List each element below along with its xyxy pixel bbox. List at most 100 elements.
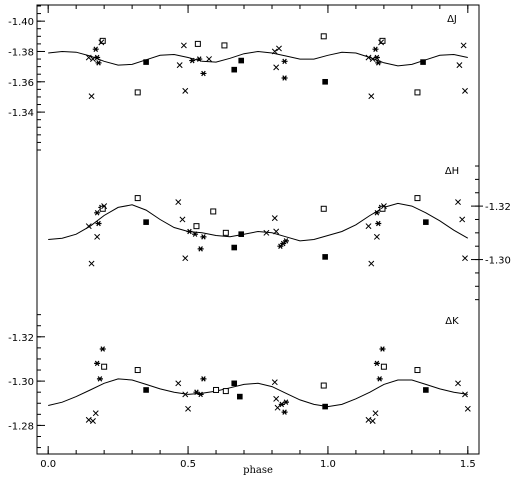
data-point-open-square	[320, 205, 327, 212]
data-point-cross	[462, 87, 468, 94]
data-point-star	[281, 409, 288, 415]
data-point-cross	[176, 62, 183, 69]
y-tick-label: -1.34	[8, 108, 34, 119]
data-point-star	[281, 58, 288, 65]
y-tick-label: -1.30	[485, 256, 511, 267]
data-point-cross	[88, 260, 95, 267]
data-point-star	[200, 234, 207, 240]
data-point-star	[373, 210, 380, 216]
data-point-open-square	[134, 195, 141, 202]
data-point-star	[375, 60, 382, 66]
y-tick-label: -1.28	[8, 421, 34, 432]
data-point-cross	[263, 229, 270, 236]
data-point-star	[372, 46, 379, 52]
data-point-filled-square	[231, 380, 238, 387]
data-point-star	[189, 57, 196, 64]
x-axis-label: phase	[243, 465, 273, 476]
data-point-filled-square	[238, 57, 245, 64]
data-point-star	[197, 246, 204, 252]
data-point-open-square	[414, 89, 421, 96]
data-point-star	[200, 70, 207, 77]
data-point-filled-square	[143, 219, 149, 225]
data-point-cross	[365, 416, 372, 423]
data-point-star	[373, 360, 380, 367]
data-point-star	[99, 346, 106, 352]
data-point-cross	[85, 54, 92, 61]
data-point-cross	[185, 405, 192, 412]
y-tick-label: -1.38	[8, 47, 34, 58]
panel-label: ΔH	[445, 166, 459, 177]
data-point-cross	[368, 93, 375, 100]
y-tick-label: -1.32	[8, 333, 34, 344]
data-point-filled-square	[423, 387, 429, 393]
data-point-cross	[271, 48, 278, 55]
data-point-open-square	[379, 205, 386, 212]
y-tick-label: -1.36	[8, 78, 34, 89]
data-point-cross	[179, 216, 186, 223]
data-point-open-square	[222, 388, 229, 395]
data-point-open-square	[320, 33, 327, 40]
data-point-star	[192, 231, 199, 237]
data-point-cross	[368, 260, 375, 267]
data-point-cross	[206, 56, 212, 63]
model-curve	[48, 50, 468, 67]
data-point-filled-square	[322, 403, 328, 410]
data-point-open-square	[210, 208, 217, 215]
data-point-cross	[92, 410, 99, 417]
x-tick-label: 1.5	[460, 459, 476, 470]
data-point-star	[277, 243, 284, 249]
data-point-cross	[276, 45, 282, 52]
data-point-cross	[182, 255, 189, 262]
data-point-open-square	[213, 386, 220, 393]
data-point-cross	[101, 203, 108, 210]
panel-2: ΔH -1.32 -1.30	[48, 165, 511, 301]
data-point-open-square	[222, 229, 229, 236]
data-point-cross	[271, 215, 278, 222]
data-point-star	[193, 389, 200, 395]
data-point-star	[94, 54, 101, 61]
data-point-cross	[180, 42, 187, 49]
data-point-filled-square	[143, 387, 149, 393]
panel-label: ΔK	[445, 316, 459, 327]
data-point-open-square	[99, 205, 106, 212]
data-point-star	[280, 240, 287, 247]
data-point-star	[197, 391, 204, 398]
data-point-open-square	[134, 89, 141, 96]
data-point-star	[282, 238, 289, 244]
data-point-cross	[85, 416, 92, 423]
data-point-cross	[273, 395, 280, 402]
data-point-star	[282, 399, 289, 405]
y-tick-label: -1.30	[8, 377, 34, 388]
model-curve	[48, 202, 469, 242]
data-point-cross	[273, 228, 280, 235]
data-point-star	[95, 220, 102, 227]
data-point-star	[96, 376, 103, 382]
data-point-cross	[85, 223, 92, 230]
data-point-filled-square	[420, 59, 426, 65]
data-point-star	[92, 46, 99, 52]
data-point-star	[200, 376, 207, 382]
data-point-cross	[274, 404, 281, 411]
data-point-star	[278, 401, 285, 408]
x-tick-label: 0.0	[40, 459, 56, 470]
data-point-filled-square	[423, 219, 429, 225]
panel-label: ΔJ	[447, 14, 457, 25]
model-curve	[48, 378, 468, 408]
data-point-cross	[460, 42, 467, 49]
panel-3: ΔK -1.32 -1.30 -1.28	[8, 314, 471, 449]
data-point-cross	[175, 199, 182, 206]
data-point-cross	[88, 93, 95, 100]
data-point-filled-square	[322, 78, 328, 85]
data-point-star	[186, 228, 193, 235]
data-point-open-square	[414, 195, 421, 202]
data-point-cross	[365, 223, 372, 230]
data-point-open-square	[320, 382, 327, 389]
data-point-star	[376, 376, 383, 382]
data-point-filled-square	[238, 231, 245, 237]
data-point-open-square	[193, 223, 200, 230]
data-point-filled-square	[231, 244, 238, 251]
data-point-cross	[455, 199, 461, 206]
data-point-cross	[456, 62, 463, 69]
data-point-cross	[175, 380, 182, 387]
